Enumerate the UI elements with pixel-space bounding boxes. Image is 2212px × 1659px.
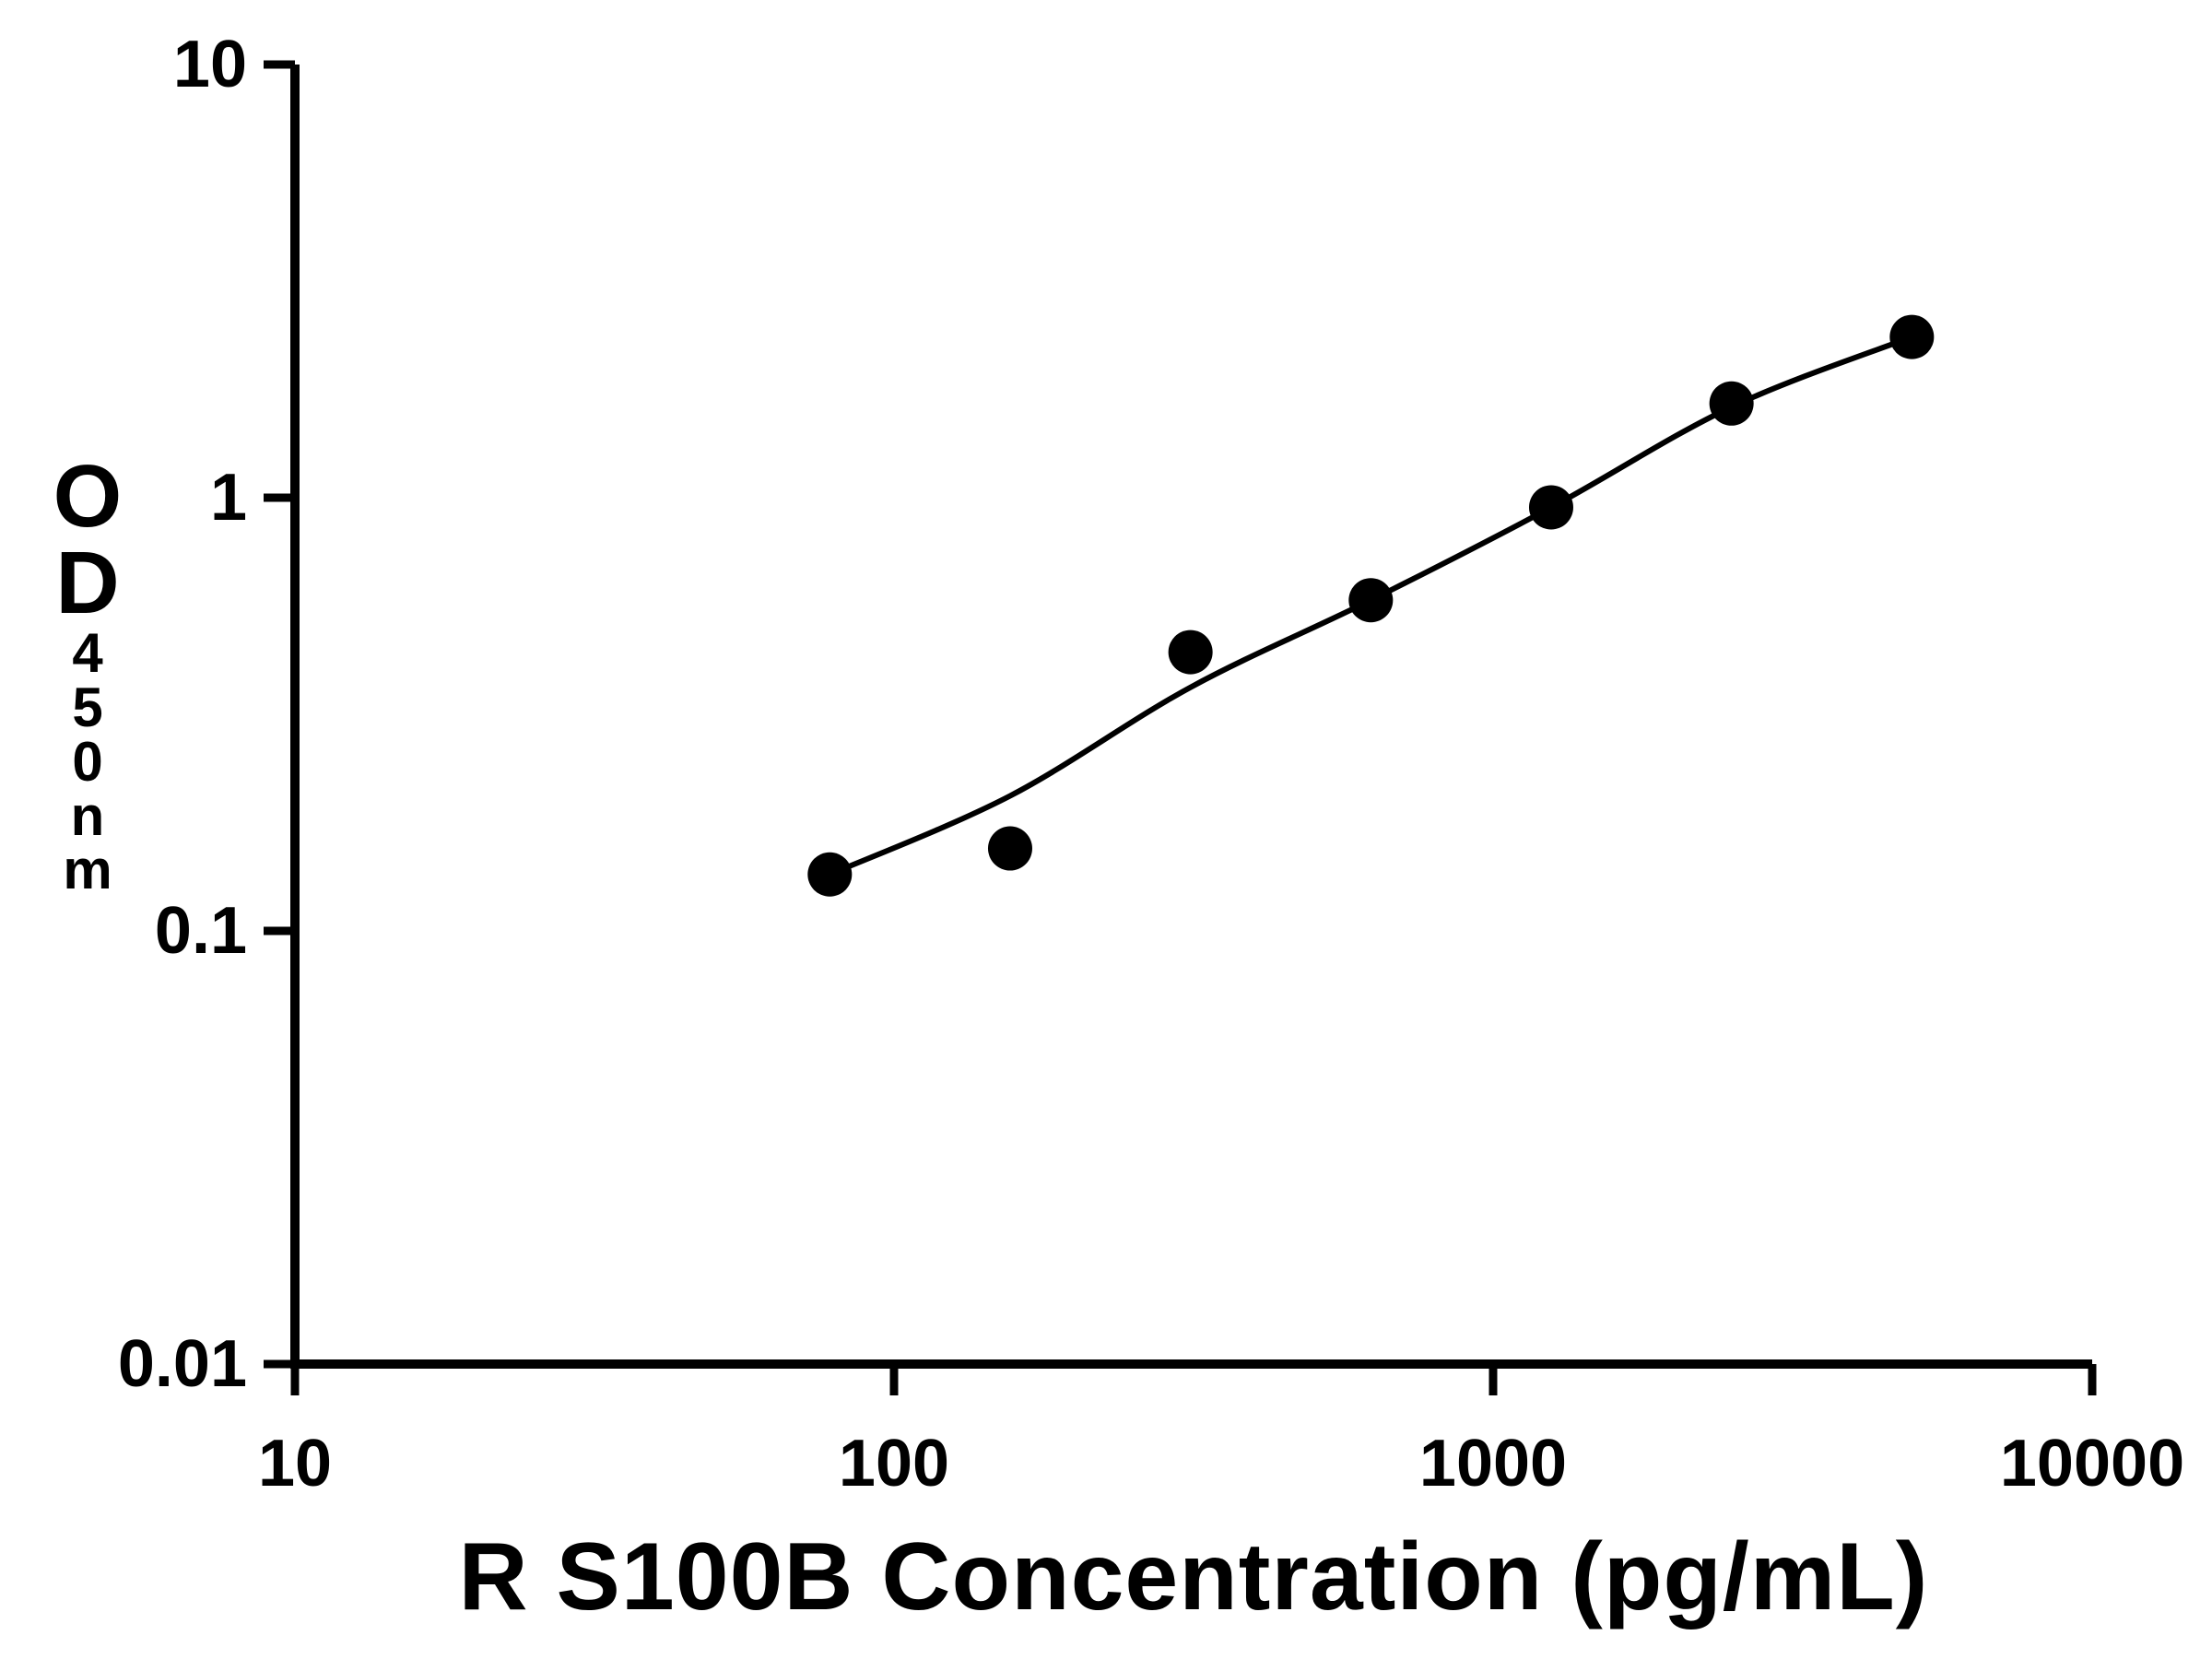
y-axis-label-subscript-char: n: [70, 784, 105, 847]
axes-spines: [290, 65, 2092, 1369]
data-point-marker: [807, 852, 853, 897]
y-axis-label-main-char: D: [55, 534, 120, 633]
x-axis-tick-label: 10000: [2000, 1427, 2184, 1500]
data-point-marker: [1889, 314, 1935, 359]
y-axis-label-subscript-char: 5: [72, 676, 103, 738]
y-axis-label-main-char: O: [53, 447, 123, 546]
x-axis-tick-label: 10: [258, 1427, 332, 1500]
y-axis-tick-label: 1: [210, 461, 247, 535]
y-axis-tick-label: 10: [173, 28, 247, 101]
x-axis-tick-label: 1000: [1419, 1427, 1567, 1500]
data-point-marker: [1348, 578, 1394, 623]
y-axis-tick-label: 0.1: [155, 894, 247, 968]
data-point-marker: [1709, 381, 1754, 426]
y-axis-label-subscript-char: 4: [72, 622, 103, 685]
x-axis-tick-label: 100: [839, 1427, 949, 1500]
y-axis-label-subscript-char: m: [63, 839, 112, 901]
x-axis-label: R S100B Concentration (pg/mL): [458, 1524, 1929, 1630]
data-point-marker: [987, 826, 1032, 871]
data-point-marker: [1528, 485, 1573, 530]
y-axis-tick-label: 0.01: [118, 1327, 247, 1401]
data-point-marker: [1168, 629, 1213, 675]
y-axis-label-subscript-char: 0: [72, 730, 103, 793]
